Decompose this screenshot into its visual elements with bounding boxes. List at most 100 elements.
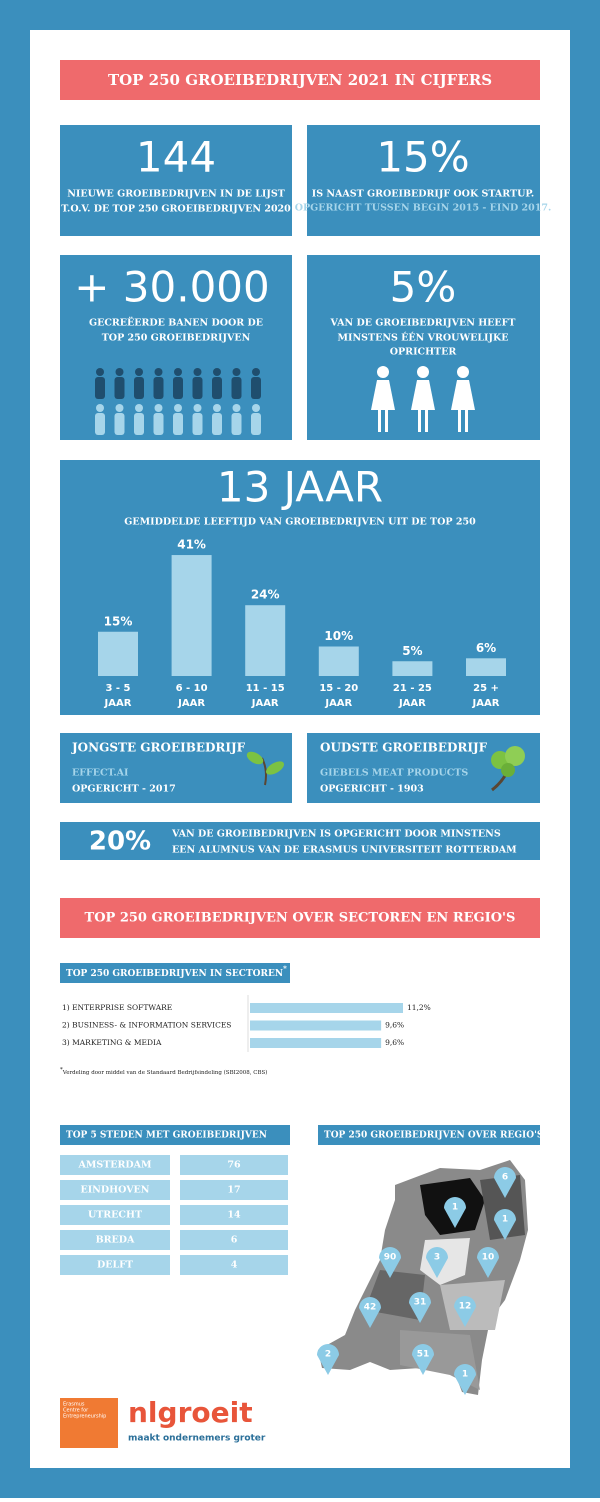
regions-title: TOP 250 GROEIBEDRIJVEN OVER REGIO'S <box>324 1131 543 1141</box>
category-label: 21 - 25 <box>393 683 432 694</box>
person-icon <box>174 368 182 376</box>
stat-text: OPGERICHT TUSSEN BEGIN 2015 - EIND 2017. <box>295 203 552 214</box>
value-label: 9,6% <box>385 1038 404 1047</box>
sectors-title-text: TOP 250 GROEIBEDRIJVEN IN SECTOREN <box>66 969 283 979</box>
tree-icon <box>491 746 525 792</box>
city-count: 76 <box>227 1160 241 1171</box>
bar <box>250 1020 382 1031</box>
map-pin <box>454 1296 476 1327</box>
category-label: JAAR <box>324 698 352 709</box>
map-pin <box>444 1197 466 1228</box>
woman-icon <box>377 366 389 378</box>
map-pin <box>409 1292 431 1323</box>
bar <box>171 555 212 676</box>
pin-label: 3 <box>434 1253 440 1263</box>
city-count: 6 <box>231 1235 238 1246</box>
age-subtitle: GEMIDDELDE LEEFTIJD VAN GROEIBEDRIJVEN U… <box>124 517 476 528</box>
alumni-box <box>60 822 540 860</box>
boxes <box>60 125 540 1145</box>
value-label: 10% <box>324 629 353 643</box>
person-icon <box>134 377 144 399</box>
woman-icon <box>371 380 395 410</box>
city-name: DELFT <box>97 1260 133 1271</box>
value-label: 41% <box>177 538 206 552</box>
category-label: 15 - 20 <box>319 683 358 694</box>
pin-label: 1 <box>462 1370 468 1380</box>
stat-text: IS NAAST GROEIBEDRIJF OOK STARTUP. <box>312 189 535 200</box>
bar <box>250 1038 382 1048</box>
youngest-founded: OPGERICHT - 2017 <box>72 784 176 795</box>
woman-icon <box>465 410 468 432</box>
category-label: 1) ENTERPRISE SOFTWARE <box>62 1003 172 1012</box>
city-cell <box>180 1230 288 1250</box>
age-headline: 13 JAAR <box>217 463 383 512</box>
woman-icon <box>417 366 429 378</box>
pin-label: 42 <box>364 1303 377 1313</box>
woman-icon <box>385 410 388 432</box>
sector-header <box>60 963 290 983</box>
cities-title: TOP 5 STEDEN MET GROEIBEDRIJVEN <box>66 1131 267 1141</box>
footnote-mark: * <box>283 964 287 973</box>
stat-text: GECREËERDE BANEN DOOR DE <box>89 316 263 329</box>
person-icon <box>213 368 221 376</box>
map-pin <box>494 1167 516 1198</box>
section-bar <box>60 898 540 938</box>
map-pin <box>412 1344 434 1375</box>
stat-text: OPRICHTER <box>390 347 457 358</box>
footnote-mark: * <box>60 1067 63 1073</box>
person-icon <box>153 413 164 435</box>
city-cell <box>60 1180 170 1200</box>
stat-box <box>307 125 540 236</box>
person-icon <box>134 413 144 435</box>
woman-icon <box>411 380 435 410</box>
city-cell <box>60 1230 170 1250</box>
city-name: EINDHOVEN <box>81 1185 150 1196</box>
footnote-text: Verdeling door middel van de Standaard B… <box>62 1069 268 1076</box>
age-box <box>60 460 540 715</box>
tagline: maakt ondernemers groter <box>128 1434 266 1444</box>
city-cell <box>180 1255 288 1275</box>
stat-text: MINSTENS ÉÉN VROUWELIJKE <box>338 332 509 344</box>
person-icon <box>154 368 163 376</box>
pin-label: 10 <box>482 1253 495 1263</box>
person-icon <box>212 413 222 435</box>
stat-text: T.O.V. DE TOP 250 GROEIBEDRIJVEN 2020 <box>61 204 291 215</box>
bar <box>98 631 138 676</box>
category-label: JAAR <box>251 698 279 709</box>
woman-icon <box>451 380 475 410</box>
person-icon <box>135 404 143 412</box>
category-label: 25 + <box>473 683 499 694</box>
woman-icon <box>418 410 421 432</box>
stat-text: VAN DE GROEIBEDRIJVEN HEEFT <box>330 318 516 329</box>
bar <box>392 661 433 676</box>
map-pin <box>426 1247 448 1278</box>
person-icon <box>154 404 163 412</box>
plant-icon <box>246 751 285 786</box>
value-label: 5% <box>402 644 422 658</box>
person-icon <box>114 413 125 435</box>
person-icon <box>251 413 261 435</box>
person-icon <box>192 377 203 399</box>
city-count: 14 <box>227 1210 241 1221</box>
person-icon <box>232 404 241 412</box>
woman-icon <box>458 410 461 432</box>
person-icon <box>193 368 202 376</box>
pin-label: 1 <box>452 1203 458 1213</box>
person-icon <box>153 377 164 399</box>
pin-label: 1 <box>502 1215 508 1225</box>
oldest-name: GIEBELS MEAT PRODUCTS <box>320 768 468 779</box>
person-icon <box>96 404 104 412</box>
city-name: UTRECHT <box>88 1210 142 1221</box>
person-icon <box>115 368 124 376</box>
map-pin <box>317 1344 339 1375</box>
pin-label: 51 <box>417 1350 430 1360</box>
pin-label: 12 <box>459 1302 472 1312</box>
brand: nlgroeit <box>128 1396 253 1429</box>
person-icon <box>231 377 242 399</box>
woman-icon <box>425 410 428 432</box>
stat-number: 5% <box>390 263 457 312</box>
person-icon <box>95 413 105 435</box>
category-label: JAAR <box>472 698 500 709</box>
